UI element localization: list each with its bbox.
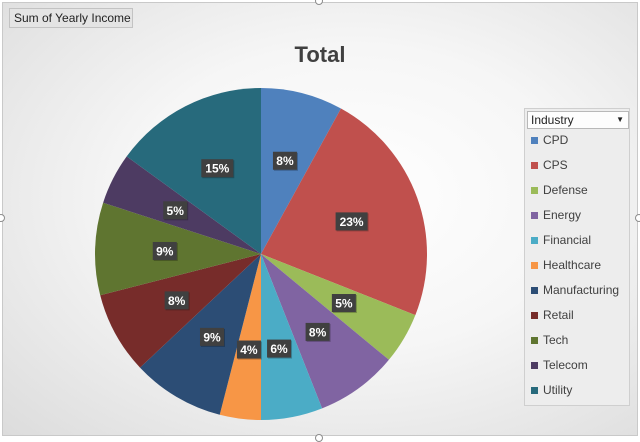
data-label-cps: 23% [335, 212, 369, 232]
pie-slice-cpd[interactable] [261, 88, 341, 254]
data-label-defense: 5% [331, 294, 357, 314]
legend-swatch [531, 312, 538, 319]
legend-swatch [531, 187, 538, 194]
svg-text:8%: 8% [168, 294, 186, 308]
data-label-retail: 8% [164, 291, 190, 311]
pie-slice-retail[interactable] [100, 254, 261, 368]
data-label-healthcare: 4% [236, 340, 262, 360]
legend-swatch [531, 262, 538, 269]
legend-label: CPS [543, 158, 568, 172]
pie-slice-utility[interactable] [126, 88, 261, 254]
svg-text:9%: 9% [156, 244, 174, 258]
legend-label: Defense [543, 183, 588, 197]
dropdown-arrow-icon: ▼ [616, 115, 624, 124]
legend-swatch [531, 337, 538, 344]
value-field-label: Sum of Yearly Income [14, 11, 131, 25]
legend-swatch [531, 387, 538, 394]
data-label-telecom: 5% [163, 201, 189, 221]
legend-label: Financial [543, 233, 592, 247]
legend-swatch [531, 137, 538, 144]
resize-handle-top[interactable] [315, 0, 323, 5]
resize-handle-right[interactable] [635, 214, 640, 222]
legend-label: Utility [543, 383, 573, 397]
legend-label: Energy [543, 208, 582, 222]
data-label-tech: 9% [152, 241, 178, 261]
resize-handle-left[interactable] [0, 214, 5, 222]
svg-text:5%: 5% [167, 204, 185, 218]
chart-title: Total [294, 42, 346, 67]
data-label-utility: 15% [201, 159, 235, 179]
svg-text:5%: 5% [335, 297, 353, 311]
legend-label: Retail [543, 308, 574, 322]
svg-text:4%: 4% [240, 343, 258, 357]
legend-filter-button[interactable]: Industry ▼ [527, 111, 629, 129]
svg-text:8%: 8% [276, 154, 294, 168]
svg-text:9%: 9% [203, 330, 221, 344]
svg-text:23%: 23% [340, 215, 364, 229]
data-label-cpd: 8% [272, 151, 298, 171]
legend-header-label: Industry [531, 113, 574, 127]
legend-swatch [531, 212, 538, 219]
svg-text:15%: 15% [205, 162, 229, 176]
legend-label: Healthcare [543, 258, 602, 272]
legend-label: Tech [543, 333, 569, 347]
legend-swatch [531, 287, 538, 294]
legend-label: Manufacturing [543, 283, 620, 297]
pie-slice-cps[interactable] [261, 108, 427, 316]
data-label-energy: 8% [305, 322, 331, 342]
legend-swatch [531, 237, 538, 244]
pie-slice-healthcare[interactable] [219, 254, 261, 420]
legend-swatch [531, 162, 538, 169]
value-field-button[interactable]: Sum of Yearly Income [9, 8, 133, 28]
pie-slice-financial[interactable] [261, 254, 323, 420]
svg-text:8%: 8% [309, 325, 327, 339]
svg-text:6%: 6% [270, 342, 288, 356]
legend-swatch [531, 362, 538, 369]
data-label-manufacturing: 9% [199, 327, 225, 347]
legend: Industry ▼ CPD CPS Defense Energy Financial H… [524, 108, 630, 406]
pie-slice-tech[interactable] [95, 202, 262, 296]
legend-label: CPD [543, 133, 569, 147]
data-label-financial: 6% [267, 339, 293, 359]
legend-label: Telecom [543, 358, 588, 372]
